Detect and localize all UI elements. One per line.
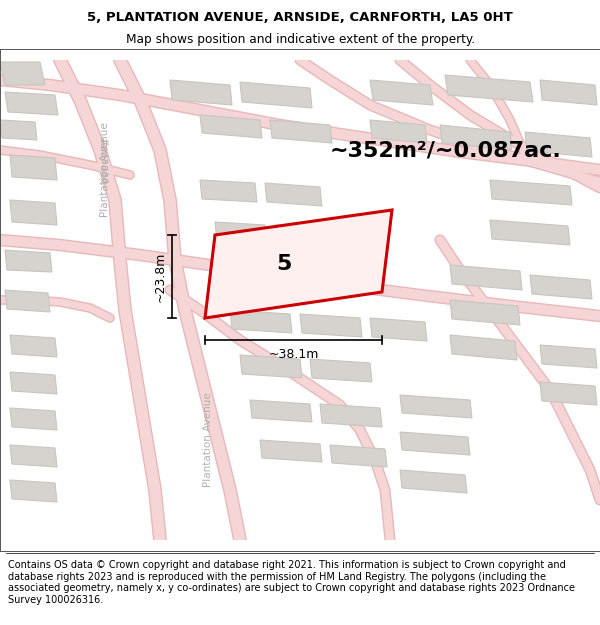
Polygon shape — [320, 404, 382, 427]
Polygon shape — [490, 220, 570, 245]
Polygon shape — [260, 440, 322, 462]
Polygon shape — [450, 335, 517, 360]
Polygon shape — [5, 92, 58, 115]
Polygon shape — [445, 75, 533, 102]
Polygon shape — [10, 445, 57, 467]
Polygon shape — [370, 318, 427, 341]
Polygon shape — [0, 62, 45, 85]
Polygon shape — [240, 355, 302, 378]
Text: Map shows position and indicative extent of the property.: Map shows position and indicative extent… — [125, 33, 475, 46]
Polygon shape — [300, 314, 362, 337]
Text: #aaaaaa: #aaaaaa — [97, 136, 109, 184]
Polygon shape — [540, 80, 597, 105]
Polygon shape — [250, 400, 312, 422]
Polygon shape — [450, 300, 520, 325]
Polygon shape — [240, 82, 312, 108]
Text: Contains OS data © Crown copyright and database right 2021. This information is : Contains OS data © Crown copyright and d… — [8, 560, 575, 605]
Polygon shape — [450, 265, 522, 290]
Text: 5, PLANTATION AVENUE, ARNSIDE, CARNFORTH, LA5 0HT: 5, PLANTATION AVENUE, ARNSIDE, CARNFORTH… — [87, 11, 513, 24]
Polygon shape — [270, 120, 332, 143]
Polygon shape — [330, 445, 387, 467]
Polygon shape — [5, 290, 50, 312]
Polygon shape — [0, 120, 37, 140]
Polygon shape — [525, 132, 592, 157]
Polygon shape — [215, 222, 267, 243]
Polygon shape — [530, 275, 592, 299]
Polygon shape — [370, 80, 433, 105]
Polygon shape — [310, 359, 372, 382]
Text: Plantation Avenue: Plantation Avenue — [100, 122, 110, 218]
Polygon shape — [265, 183, 322, 206]
Polygon shape — [10, 335, 57, 357]
Text: ~352m²/~0.087ac.: ~352m²/~0.087ac. — [330, 140, 562, 160]
Polygon shape — [10, 200, 57, 225]
Text: 5: 5 — [276, 254, 291, 274]
Text: ~23.8m: ~23.8m — [154, 251, 167, 302]
Polygon shape — [10, 408, 57, 430]
Polygon shape — [230, 310, 292, 333]
Polygon shape — [400, 432, 470, 455]
Polygon shape — [10, 372, 57, 394]
Polygon shape — [10, 480, 57, 502]
Text: ~38.1m: ~38.1m — [268, 348, 319, 361]
Polygon shape — [440, 125, 512, 150]
Polygon shape — [5, 250, 52, 272]
Polygon shape — [490, 180, 572, 205]
Text: Plantation Avenue: Plantation Avenue — [203, 392, 213, 488]
Polygon shape — [200, 180, 257, 202]
Polygon shape — [400, 395, 472, 418]
Polygon shape — [170, 80, 232, 105]
Polygon shape — [540, 345, 597, 368]
Polygon shape — [370, 120, 427, 143]
Polygon shape — [205, 210, 392, 318]
Polygon shape — [400, 470, 467, 493]
Polygon shape — [200, 115, 262, 138]
Polygon shape — [10, 155, 57, 180]
Polygon shape — [540, 382, 597, 405]
Polygon shape — [275, 225, 327, 247]
